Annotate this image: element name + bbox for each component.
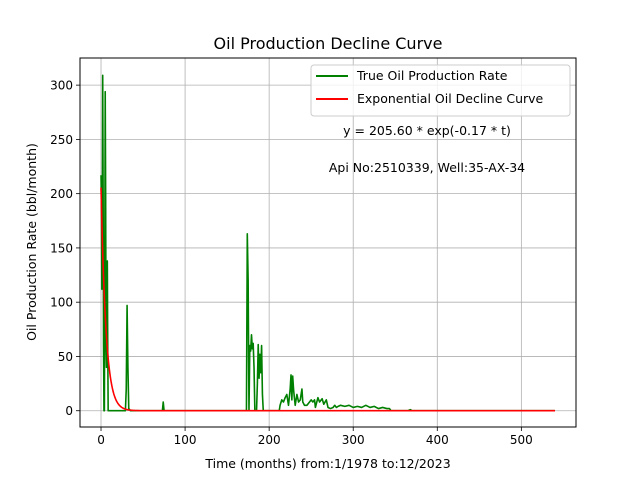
- series-line-true-rate: [100, 74, 555, 412]
- axes-frame: [79, 57, 577, 428]
- y-tick-label: 50: [58, 350, 73, 364]
- axis-ticks: 0 100 200 300 400 500 0 50 100 150 200 250 300: [50, 79, 533, 447]
- legend-label-true-rate: True Oil Production Rate: [356, 68, 508, 83]
- plot-area: [100, 74, 555, 412]
- grid: [80, 58, 576, 427]
- legend-box: [310, 64, 571, 117]
- x-tick-label: 300: [342, 433, 365, 447]
- y-axis-label: Oil Production Rate (bbl/month): [24, 143, 39, 341]
- well-annotation: Api No:2510339, Well:35-AX-34: [329, 160, 525, 175]
- x-tick-label: 200: [258, 433, 281, 447]
- x-tick-label: 400: [426, 433, 449, 447]
- x-axis-label: Time (months) from:1/1978 to:12/2023: [204, 456, 450, 471]
- y-tick-label: 200: [50, 187, 73, 201]
- legend: True Oil Production Rate Exponential Oil…: [310, 64, 571, 117]
- x-tick-label: 500: [510, 433, 533, 447]
- x-tick-label: 100: [174, 433, 197, 447]
- equation-annotation: y = 205.60 * exp(-0.17 * t): [343, 123, 511, 138]
- x-tick-label: 0: [97, 433, 105, 447]
- chart-title: Oil Production Decline Curve: [214, 34, 443, 53]
- legend-label-decline-curve: Exponential Oil Decline Curve: [357, 91, 544, 106]
- series-line-decline-curve: [100, 187, 555, 412]
- y-tick-label: 150: [50, 241, 73, 255]
- y-tick-label: 100: [50, 296, 73, 310]
- y-tick-label: 250: [50, 133, 73, 147]
- y-tick-label: 0: [65, 404, 73, 418]
- y-tick-label: 300: [50, 79, 73, 93]
